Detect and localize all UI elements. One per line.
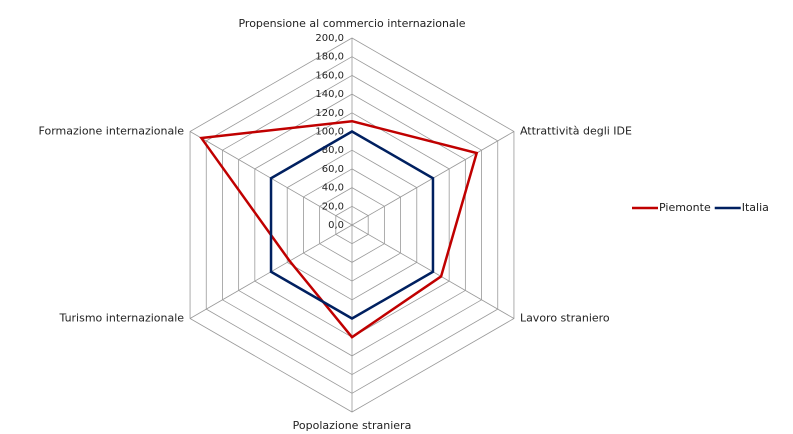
y-tick-label: 80,0 <box>322 145 344 156</box>
y-tick-label: 100,0 <box>315 127 344 138</box>
legend-label: Piemonte <box>659 201 711 214</box>
category-label: Propensione al commercio internazionale <box>238 17 465 30</box>
category-label: Attrattività degli IDE <box>520 125 632 138</box>
y-tick-label: 160,0 <box>315 70 344 81</box>
y-tick-label: 200,0 <box>315 33 344 44</box>
y-tick-label: 20,0 <box>322 201 344 212</box>
y-tick-label: 120,0 <box>315 108 344 119</box>
series-line <box>269 130 435 320</box>
category-label: Formazione internazionale <box>39 125 185 138</box>
y-tick-label: 40,0 <box>322 183 344 194</box>
legend-label: Italia <box>742 201 769 214</box>
y-tick-label: 140,0 <box>315 89 344 100</box>
category-label: Turismo internazionale <box>59 312 185 325</box>
category-label: Popolazione straniera <box>293 419 412 432</box>
series-line <box>199 119 479 339</box>
y-tick-label: 60,0 <box>322 164 344 175</box>
category-label: Lavoro straniero <box>520 312 610 325</box>
y-tick-label: 0,0 <box>328 220 344 231</box>
y-tick-label: 180,0 <box>315 52 344 63</box>
